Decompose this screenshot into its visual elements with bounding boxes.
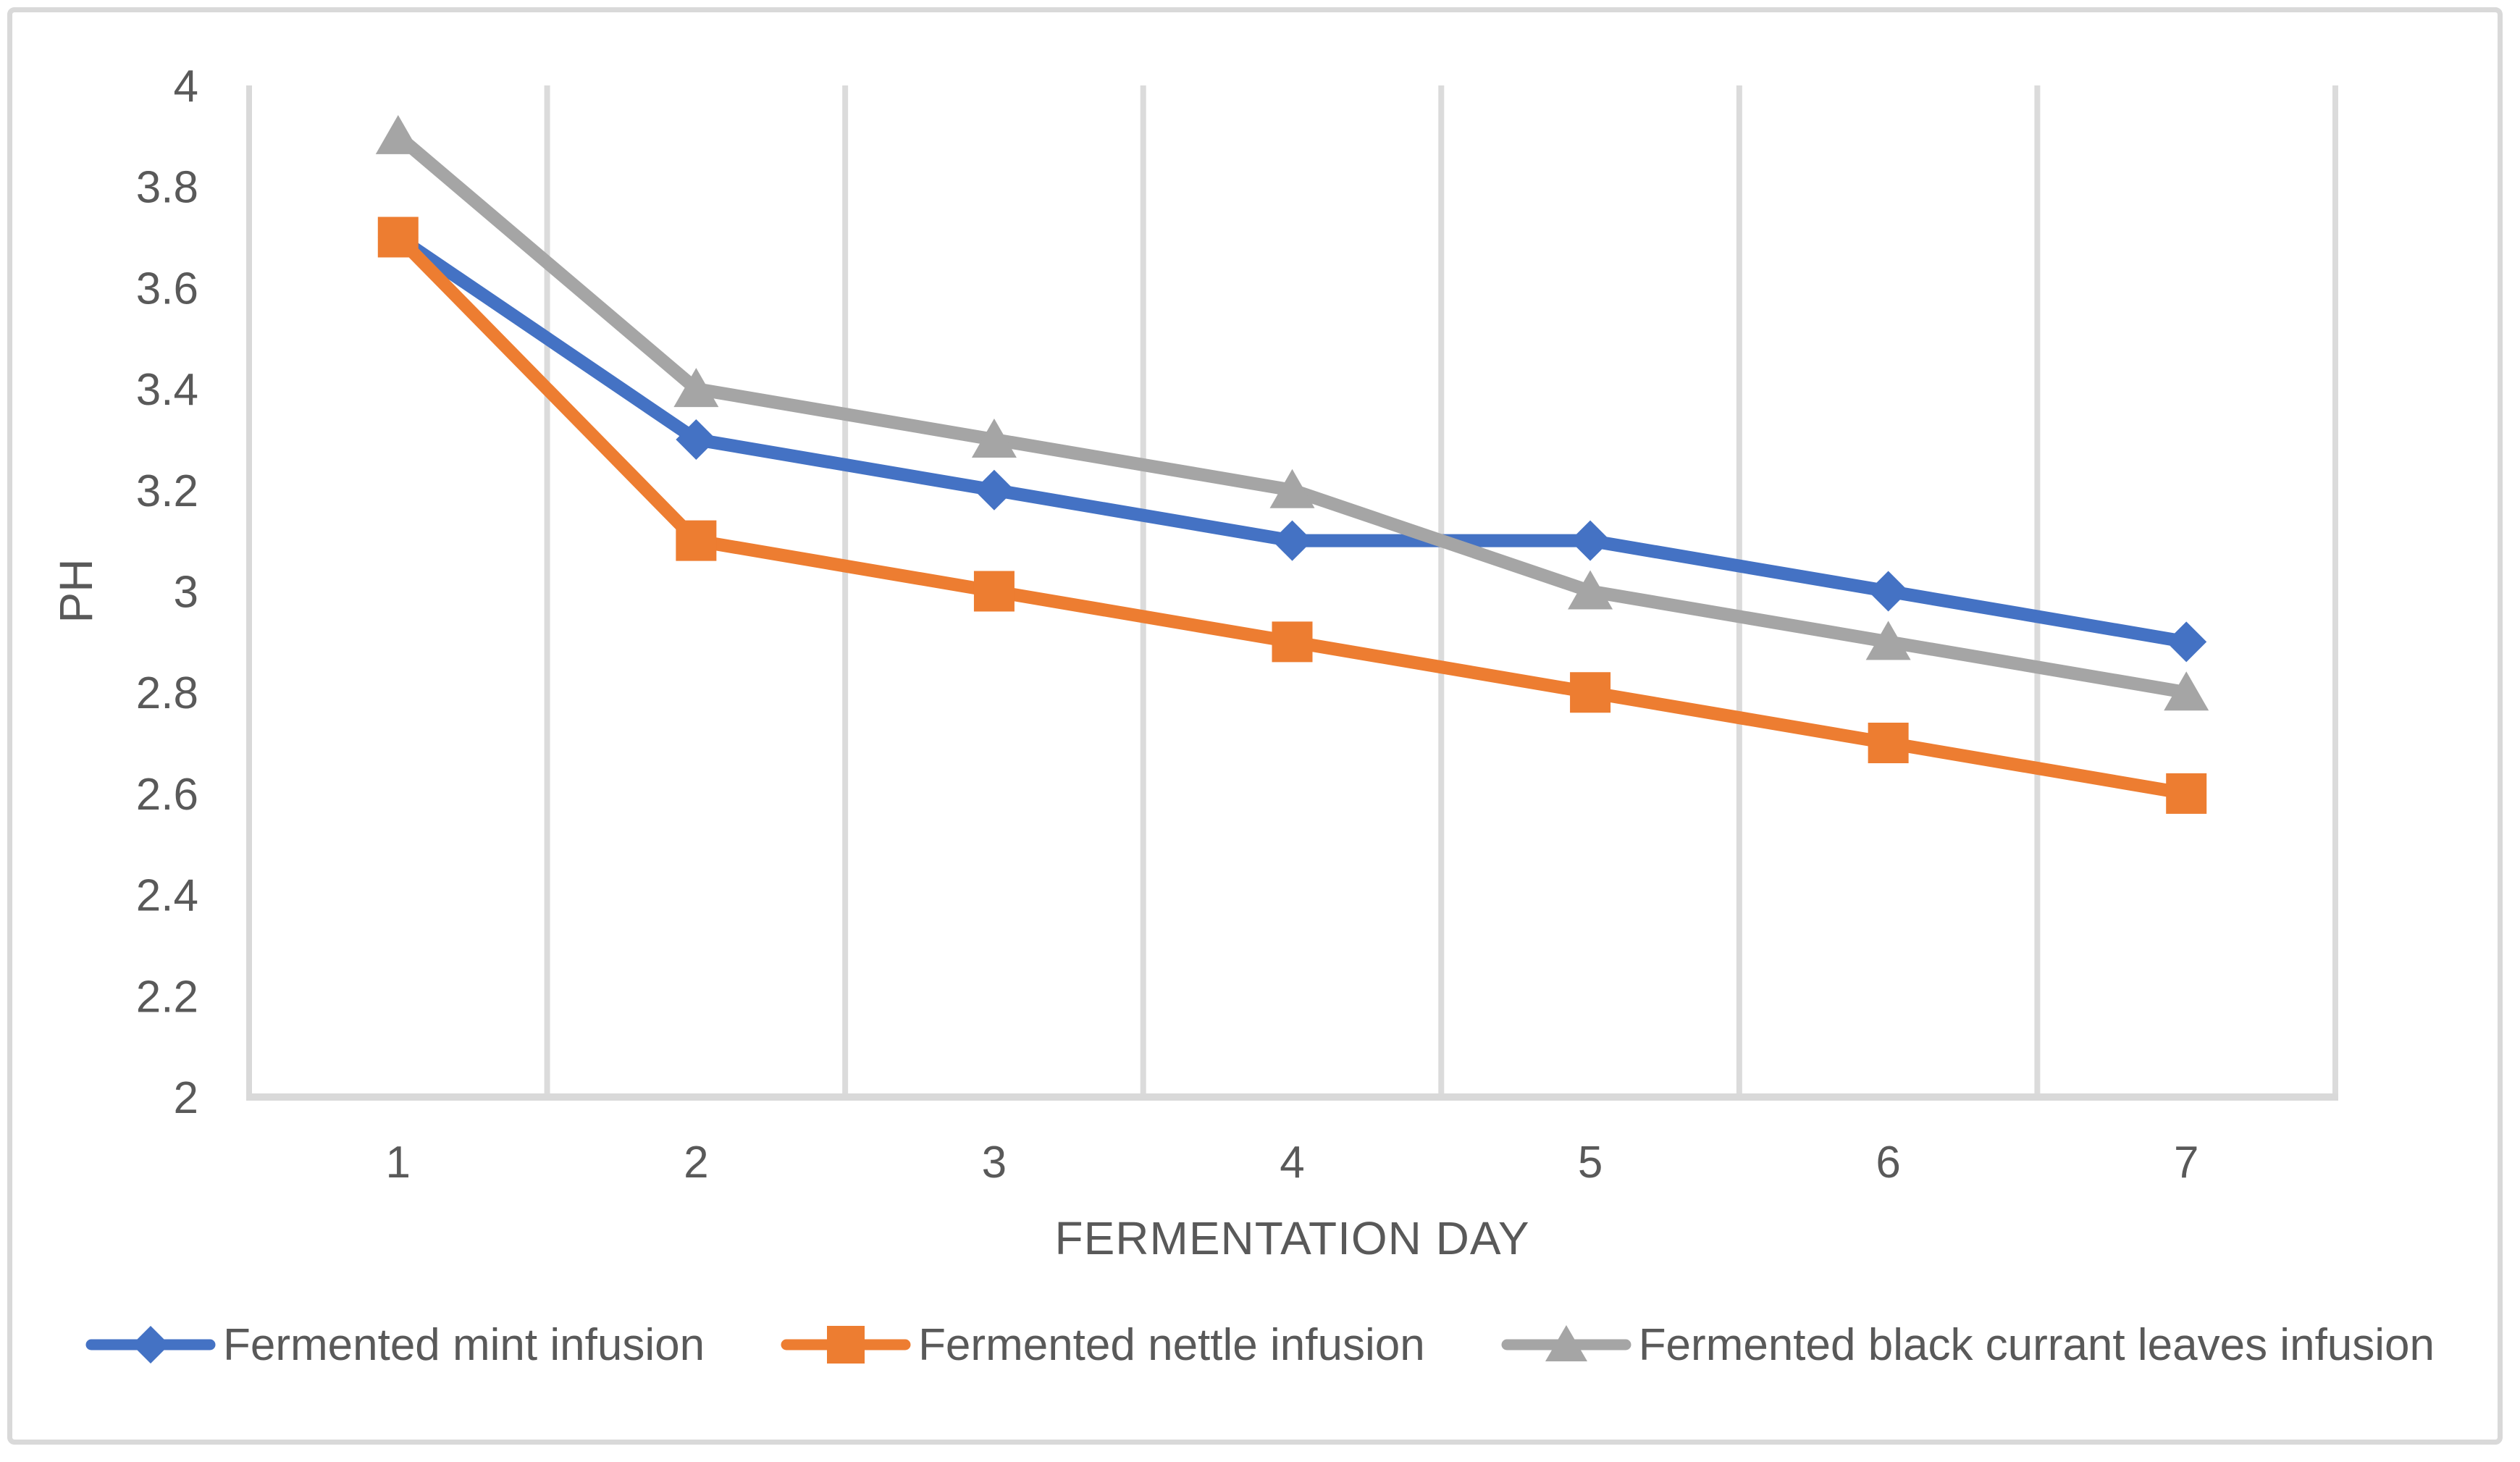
legend-label-nettle: Fermented nettle infusion xyxy=(918,1319,1425,1370)
data-point-marker xyxy=(1868,723,1909,764)
data-point-marker xyxy=(1570,672,1611,713)
y-tick-label: 2.4 xyxy=(136,871,198,921)
data-point-marker xyxy=(973,469,1015,511)
y-tick-label: 3.2 xyxy=(136,466,198,516)
data-point-marker xyxy=(1272,520,1313,561)
y-tick-label: 3 xyxy=(174,568,198,618)
legend-label-black-currant: Fermented black currant leaves infusion xyxy=(1638,1319,2435,1370)
legend-item-nettle: Fermented nettle infusion xyxy=(781,1310,1425,1379)
x-tick-label: 1 xyxy=(386,1138,411,1188)
legend-label-mint: Fermented mint infusion xyxy=(222,1319,705,1370)
x-tick-label: 7 xyxy=(2174,1138,2198,1188)
y-tick-label: 3.6 xyxy=(136,264,198,314)
data-point-marker xyxy=(673,368,719,408)
y-tick-label: 3.4 xyxy=(136,365,198,415)
square-marker-icon xyxy=(781,1310,911,1379)
series-line-0 xyxy=(391,230,2193,649)
x-tick-label: 2 xyxy=(684,1138,708,1188)
data-point-marker xyxy=(1568,570,1613,610)
y-tick-label: 2.2 xyxy=(136,972,198,1022)
y-tick-label: 4 xyxy=(174,62,198,112)
data-point-marker xyxy=(1570,520,1611,561)
data-point-marker xyxy=(971,418,1017,458)
x-axis-title: FERMENTATION DAY xyxy=(1054,1212,1530,1264)
data-point-marker xyxy=(375,114,421,154)
chart-frame xyxy=(7,7,2503,1445)
series-line-1 xyxy=(391,230,2193,800)
legend: Fermented mint infusion Fermented nettle… xyxy=(20,1303,2500,1386)
y-tick-label: 2.6 xyxy=(136,770,198,820)
legend-item-mint: Fermented mint infusion xyxy=(85,1310,705,1379)
legend-item-black-currant: Fermented black currant leaves infusion xyxy=(1501,1310,2435,1379)
data-point-marker xyxy=(377,217,419,258)
data-point-marker xyxy=(2164,671,2209,711)
y-axis-title: PH xyxy=(50,558,102,623)
x-tick-label: 3 xyxy=(982,1138,1007,1188)
x-tick-label: 4 xyxy=(1280,1138,1304,1188)
y-tick-label: 2 xyxy=(174,1073,198,1123)
data-point-marker xyxy=(1269,469,1315,508)
data-point-marker xyxy=(1868,571,1909,612)
data-point-marker xyxy=(973,571,1015,612)
triangle-marker-icon xyxy=(1501,1310,1631,1379)
diamond-marker-icon xyxy=(85,1310,216,1379)
data-point-marker xyxy=(2166,621,2207,663)
y-tick-label: 3.8 xyxy=(136,163,198,213)
x-tick-label: 6 xyxy=(1876,1138,1900,1188)
x-tick-label: 5 xyxy=(1578,1138,1603,1188)
data-point-marker xyxy=(676,520,717,561)
data-point-marker xyxy=(2166,773,2207,814)
data-point-marker xyxy=(1272,621,1313,663)
data-point-marker xyxy=(676,419,717,460)
data-point-marker xyxy=(1865,621,1911,660)
y-tick-label: 2.8 xyxy=(136,668,198,718)
